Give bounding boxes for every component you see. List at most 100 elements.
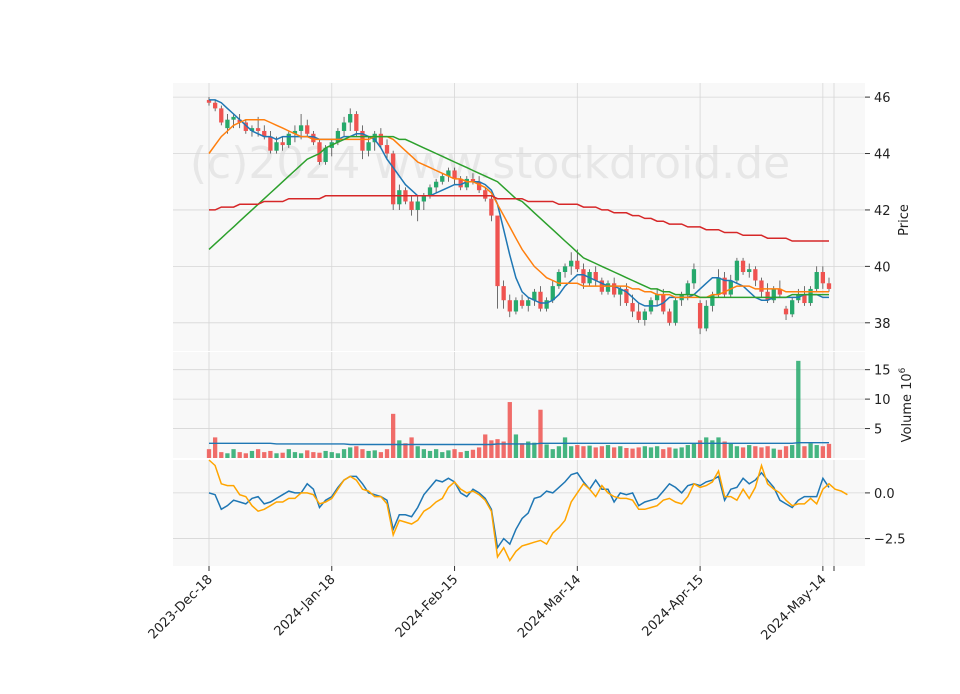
volume-bar — [440, 452, 445, 458]
candle-body — [575, 260, 580, 270]
candle — [298, 114, 304, 140]
candle-body — [624, 288, 629, 304]
candle-body — [710, 294, 715, 306]
volume-bar — [771, 448, 776, 458]
volume-bar — [642, 446, 647, 458]
volume-bar — [777, 449, 783, 458]
volume-bar — [740, 447, 746, 458]
candle — [722, 272, 727, 298]
volume-bar — [747, 445, 752, 458]
candle — [759, 277, 764, 298]
volume-bar — [550, 449, 555, 458]
x-tick-label: 2024-Apr-15 — [639, 572, 706, 639]
volume-bar — [225, 453, 230, 458]
candle-body — [593, 272, 598, 281]
candle — [556, 269, 562, 289]
candle-body — [826, 283, 832, 289]
volume-bar — [249, 450, 255, 458]
candle — [562, 263, 568, 278]
candle-body — [759, 280, 764, 292]
candle-body — [348, 114, 353, 123]
candle — [433, 178, 439, 194]
volume-bar — [206, 449, 212, 458]
candle-body — [372, 133, 377, 143]
candle — [206, 97, 212, 106]
candle-body — [697, 303, 703, 329]
candle-body — [562, 266, 568, 273]
volume-average-line — [209, 442, 829, 446]
volume-bar — [826, 443, 832, 458]
volume-bar — [372, 450, 377, 458]
candle-body — [740, 260, 746, 273]
volume-bar — [722, 441, 727, 458]
candle-body — [618, 288, 623, 295]
candle-body — [409, 201, 414, 210]
candle-body — [452, 170, 457, 179]
volume-bar — [323, 450, 328, 458]
oscillator-panel-bg — [173, 460, 865, 566]
volume-bar — [292, 452, 298, 458]
candle — [452, 167, 457, 185]
price-axis-label: Price — [897, 204, 912, 236]
volume-bar — [280, 452, 285, 458]
candle-body — [391, 153, 396, 205]
candle — [532, 288, 537, 306]
candle-body — [820, 272, 826, 284]
candle — [286, 130, 291, 148]
candle-body — [513, 300, 519, 312]
candle — [814, 266, 819, 292]
x-tick-label: 2024-May-14 — [759, 572, 830, 643]
volume-bar — [397, 440, 402, 458]
candle-body — [544, 300, 549, 309]
candle — [636, 303, 641, 323]
candle — [747, 263, 752, 278]
candle-body — [777, 288, 783, 295]
candle — [268, 130, 273, 154]
volume-bar — [783, 446, 789, 458]
candle — [513, 297, 519, 315]
candle — [415, 195, 420, 222]
candle-body — [476, 181, 482, 191]
x-tick-label: 2024-Feb-15 — [393, 572, 462, 641]
chart-panels — [173, 83, 865, 566]
candle-body — [421, 195, 426, 202]
candle-body — [667, 311, 672, 323]
volume-bar — [820, 446, 826, 458]
candle-body — [691, 269, 697, 284]
volume-bar — [697, 440, 703, 458]
candle — [691, 263, 697, 289]
candle — [243, 119, 248, 134]
price-tick-label: 38 — [874, 317, 891, 332]
candle — [354, 111, 359, 137]
candle-body — [225, 119, 230, 129]
candle-body — [262, 130, 267, 137]
candle-body — [783, 308, 789, 315]
candle-body — [722, 277, 727, 295]
candle — [581, 263, 586, 289]
candle-body — [249, 128, 255, 131]
candle-body — [268, 136, 273, 151]
volume-bar — [556, 446, 562, 458]
candle-body — [753, 269, 758, 281]
volume-bar — [360, 449, 365, 458]
candle-body — [685, 283, 690, 295]
candle — [740, 257, 746, 275]
candle-body — [397, 190, 402, 205]
candle-body — [556, 272, 562, 287]
candle-body — [728, 280, 733, 295]
candle — [311, 130, 316, 146]
volume-bar — [605, 445, 611, 458]
volume-bar — [427, 450, 433, 458]
volume-panel: 5 10 15 — [173, 360, 891, 458]
candle — [697, 300, 703, 335]
candle — [734, 257, 740, 284]
volume-bar — [274, 453, 279, 458]
candle-body — [458, 178, 463, 188]
candle-body — [495, 215, 500, 287]
candle-body — [765, 291, 770, 301]
volume-bar — [421, 449, 426, 458]
volume-bar — [802, 446, 807, 458]
candle — [305, 119, 310, 137]
